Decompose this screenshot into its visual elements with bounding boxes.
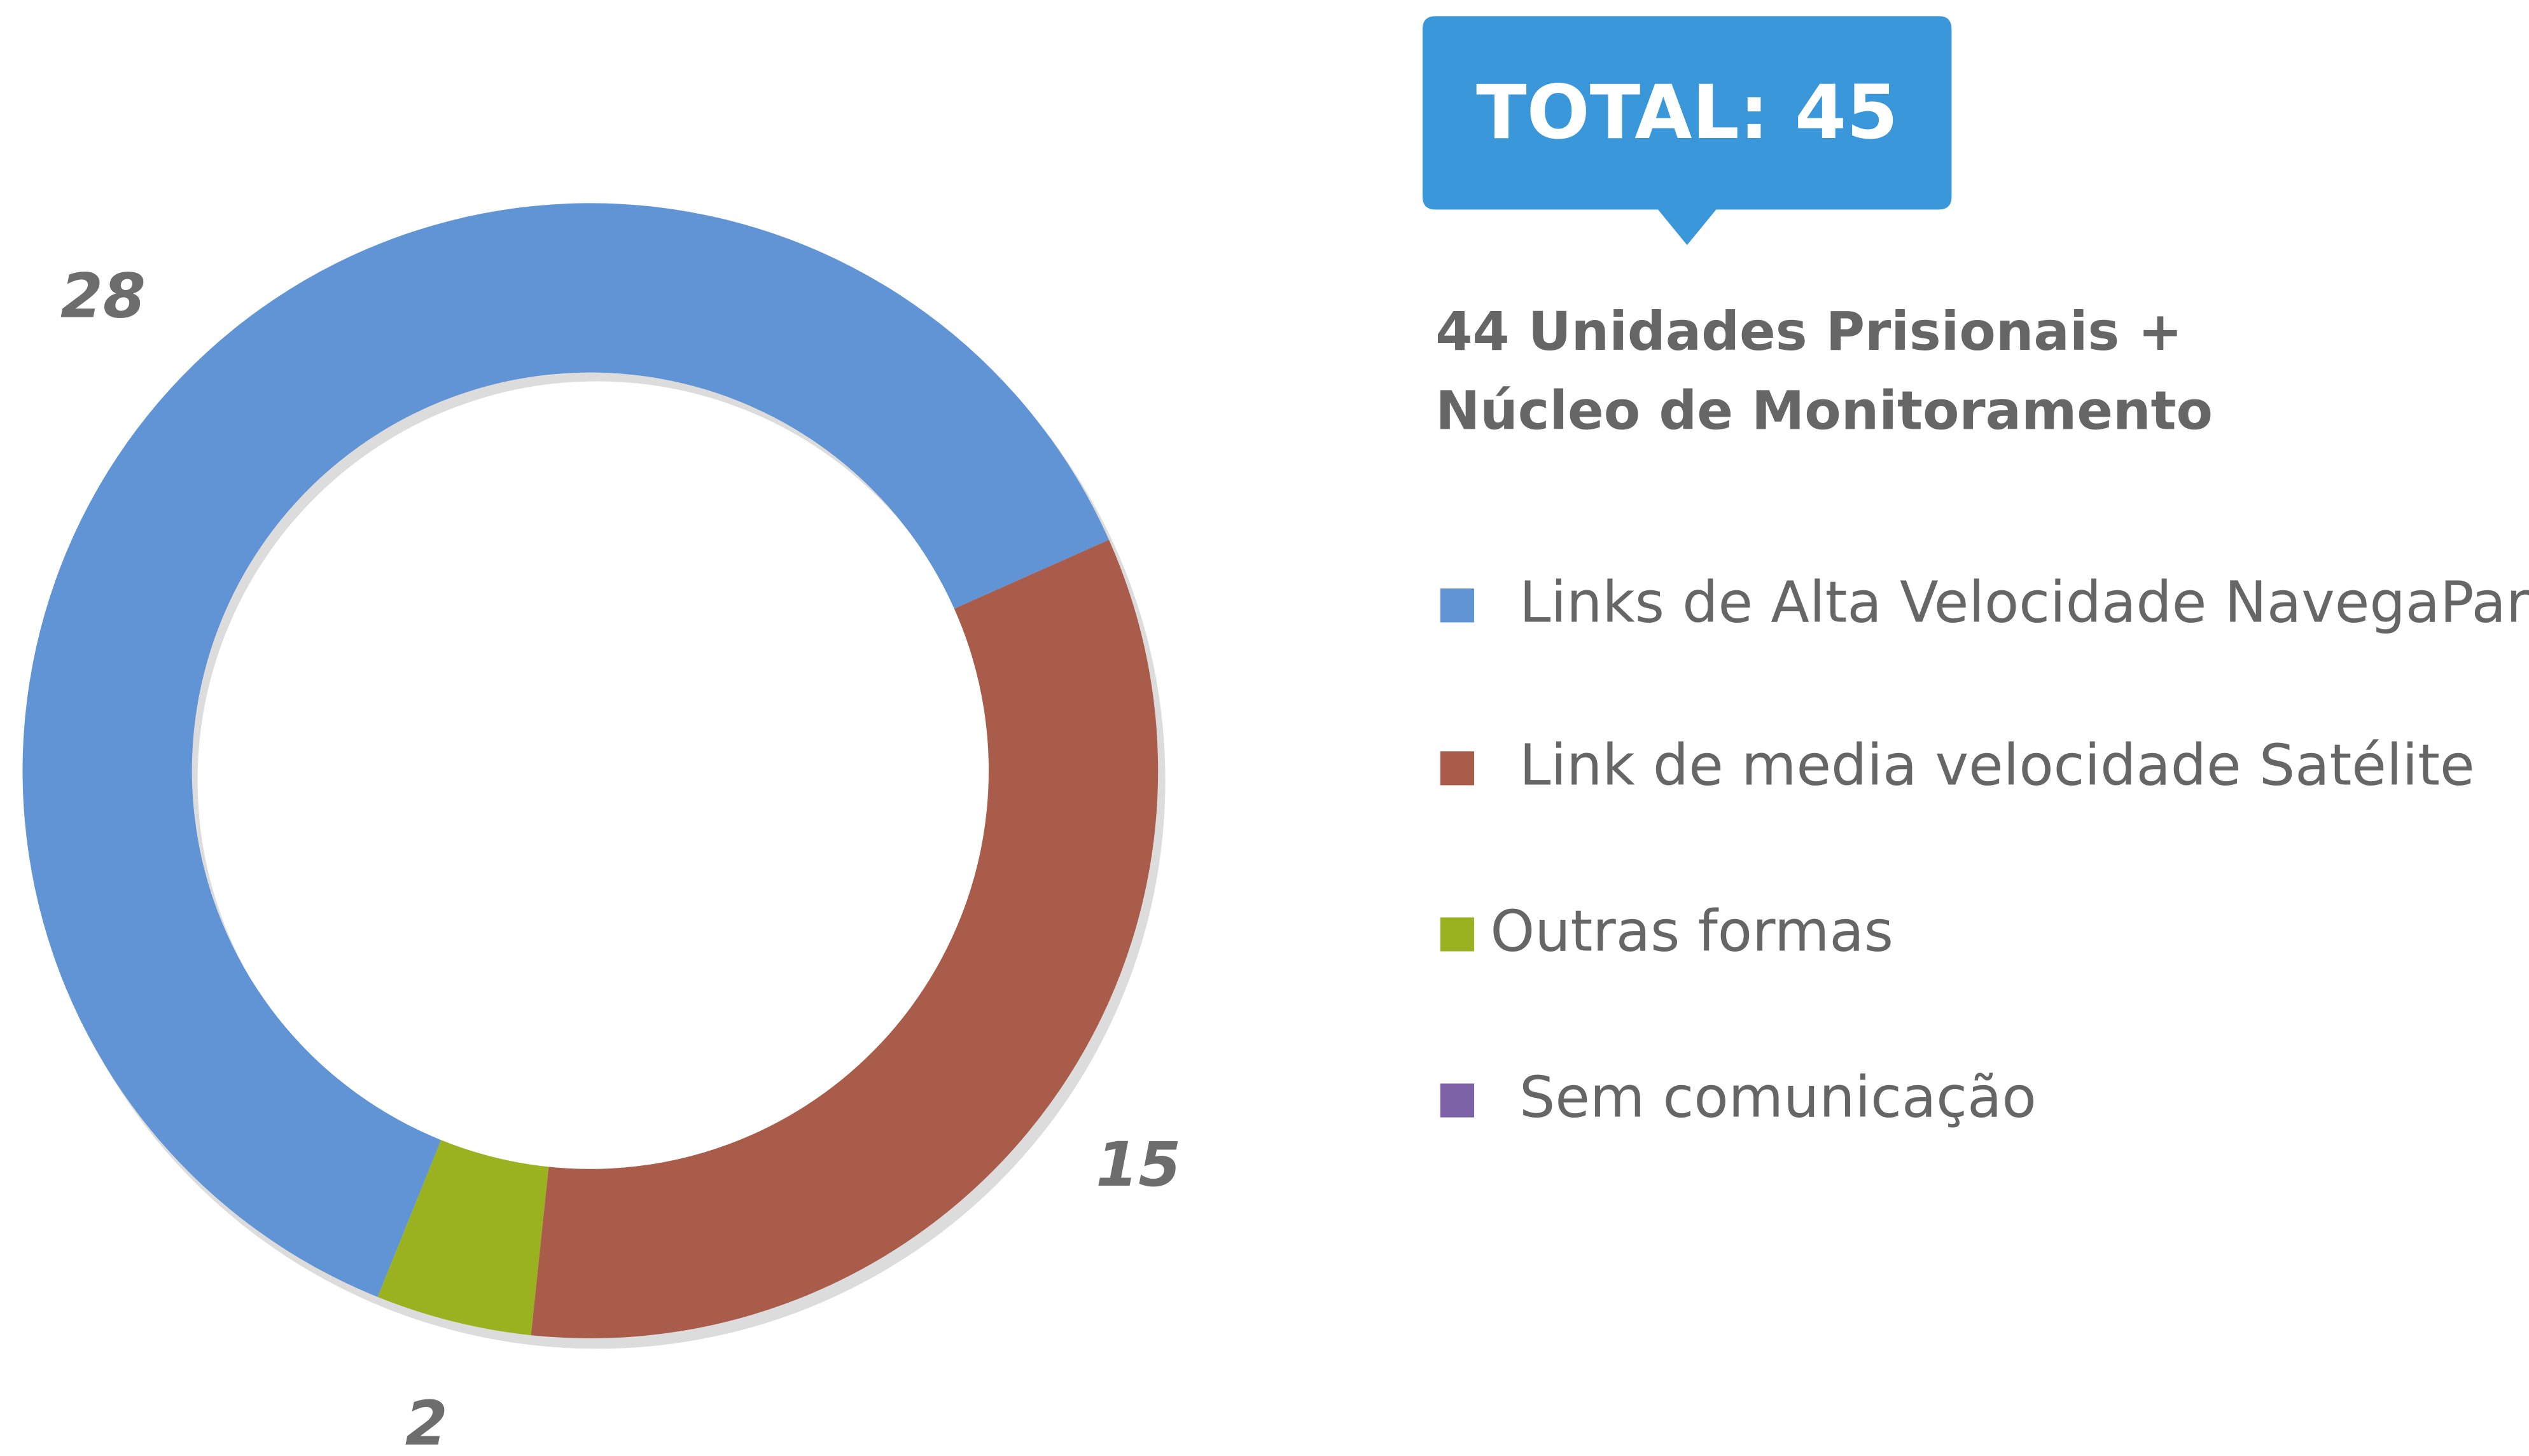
legend-swatch: [1440, 751, 1475, 786]
data-label: 28: [60, 260, 146, 331]
donut-segment: [22, 203, 1110, 1297]
legend-label: Links de Alta Velocidade NavegaPará: [1519, 570, 2529, 635]
data-label: 15: [1096, 1129, 1181, 1200]
subtitle: Núcleo de Monitoramento: [1435, 379, 2213, 441]
legend-label: Outras formas: [1490, 899, 1893, 964]
donut-segment: [531, 539, 1159, 1338]
legend-label: Sem comunicação: [1519, 1065, 2037, 1130]
data-label: 2: [405, 1388, 448, 1456]
donut-segment: [377, 1140, 549, 1336]
legend-swatch: [1440, 1083, 1475, 1118]
legend-swatch: [1440, 588, 1475, 623]
total-callout: [1422, 16, 1952, 246]
chart-title: TOTAL: 45: [1476, 70, 1898, 156]
legend-label: Link de media velocidade Satélite: [1519, 733, 2475, 798]
legend-swatch: [1440, 917, 1475, 952]
subtitle: 44 Unidades Prisionais +: [1435, 300, 2182, 363]
